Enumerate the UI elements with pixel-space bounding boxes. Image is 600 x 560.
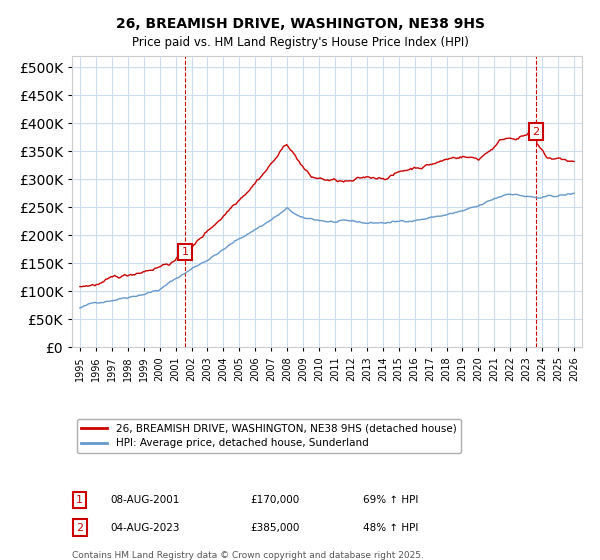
Text: £385,000: £385,000: [251, 522, 300, 533]
Text: 48% ↑ HPI: 48% ↑ HPI: [362, 522, 418, 533]
Text: 2: 2: [76, 522, 83, 533]
Text: 04-AUG-2023: 04-AUG-2023: [110, 522, 180, 533]
Text: 1: 1: [182, 247, 188, 257]
Text: 69% ↑ HPI: 69% ↑ HPI: [362, 495, 418, 505]
Text: Price paid vs. HM Land Registry's House Price Index (HPI): Price paid vs. HM Land Registry's House …: [131, 36, 469, 49]
Legend: 26, BREAMISH DRIVE, WASHINGTON, NE38 9HS (detached house), HPI: Average price, d: 26, BREAMISH DRIVE, WASHINGTON, NE38 9HS…: [77, 419, 461, 452]
Text: 1: 1: [76, 495, 83, 505]
Text: 26, BREAMISH DRIVE, WASHINGTON, NE38 9HS: 26, BREAMISH DRIVE, WASHINGTON, NE38 9HS: [115, 17, 485, 31]
Text: 08-AUG-2001: 08-AUG-2001: [110, 495, 179, 505]
Text: £170,000: £170,000: [251, 495, 300, 505]
Text: Contains HM Land Registry data © Crown copyright and database right 2025.
This d: Contains HM Land Registry data © Crown c…: [72, 551, 424, 560]
Text: 2: 2: [532, 127, 539, 137]
